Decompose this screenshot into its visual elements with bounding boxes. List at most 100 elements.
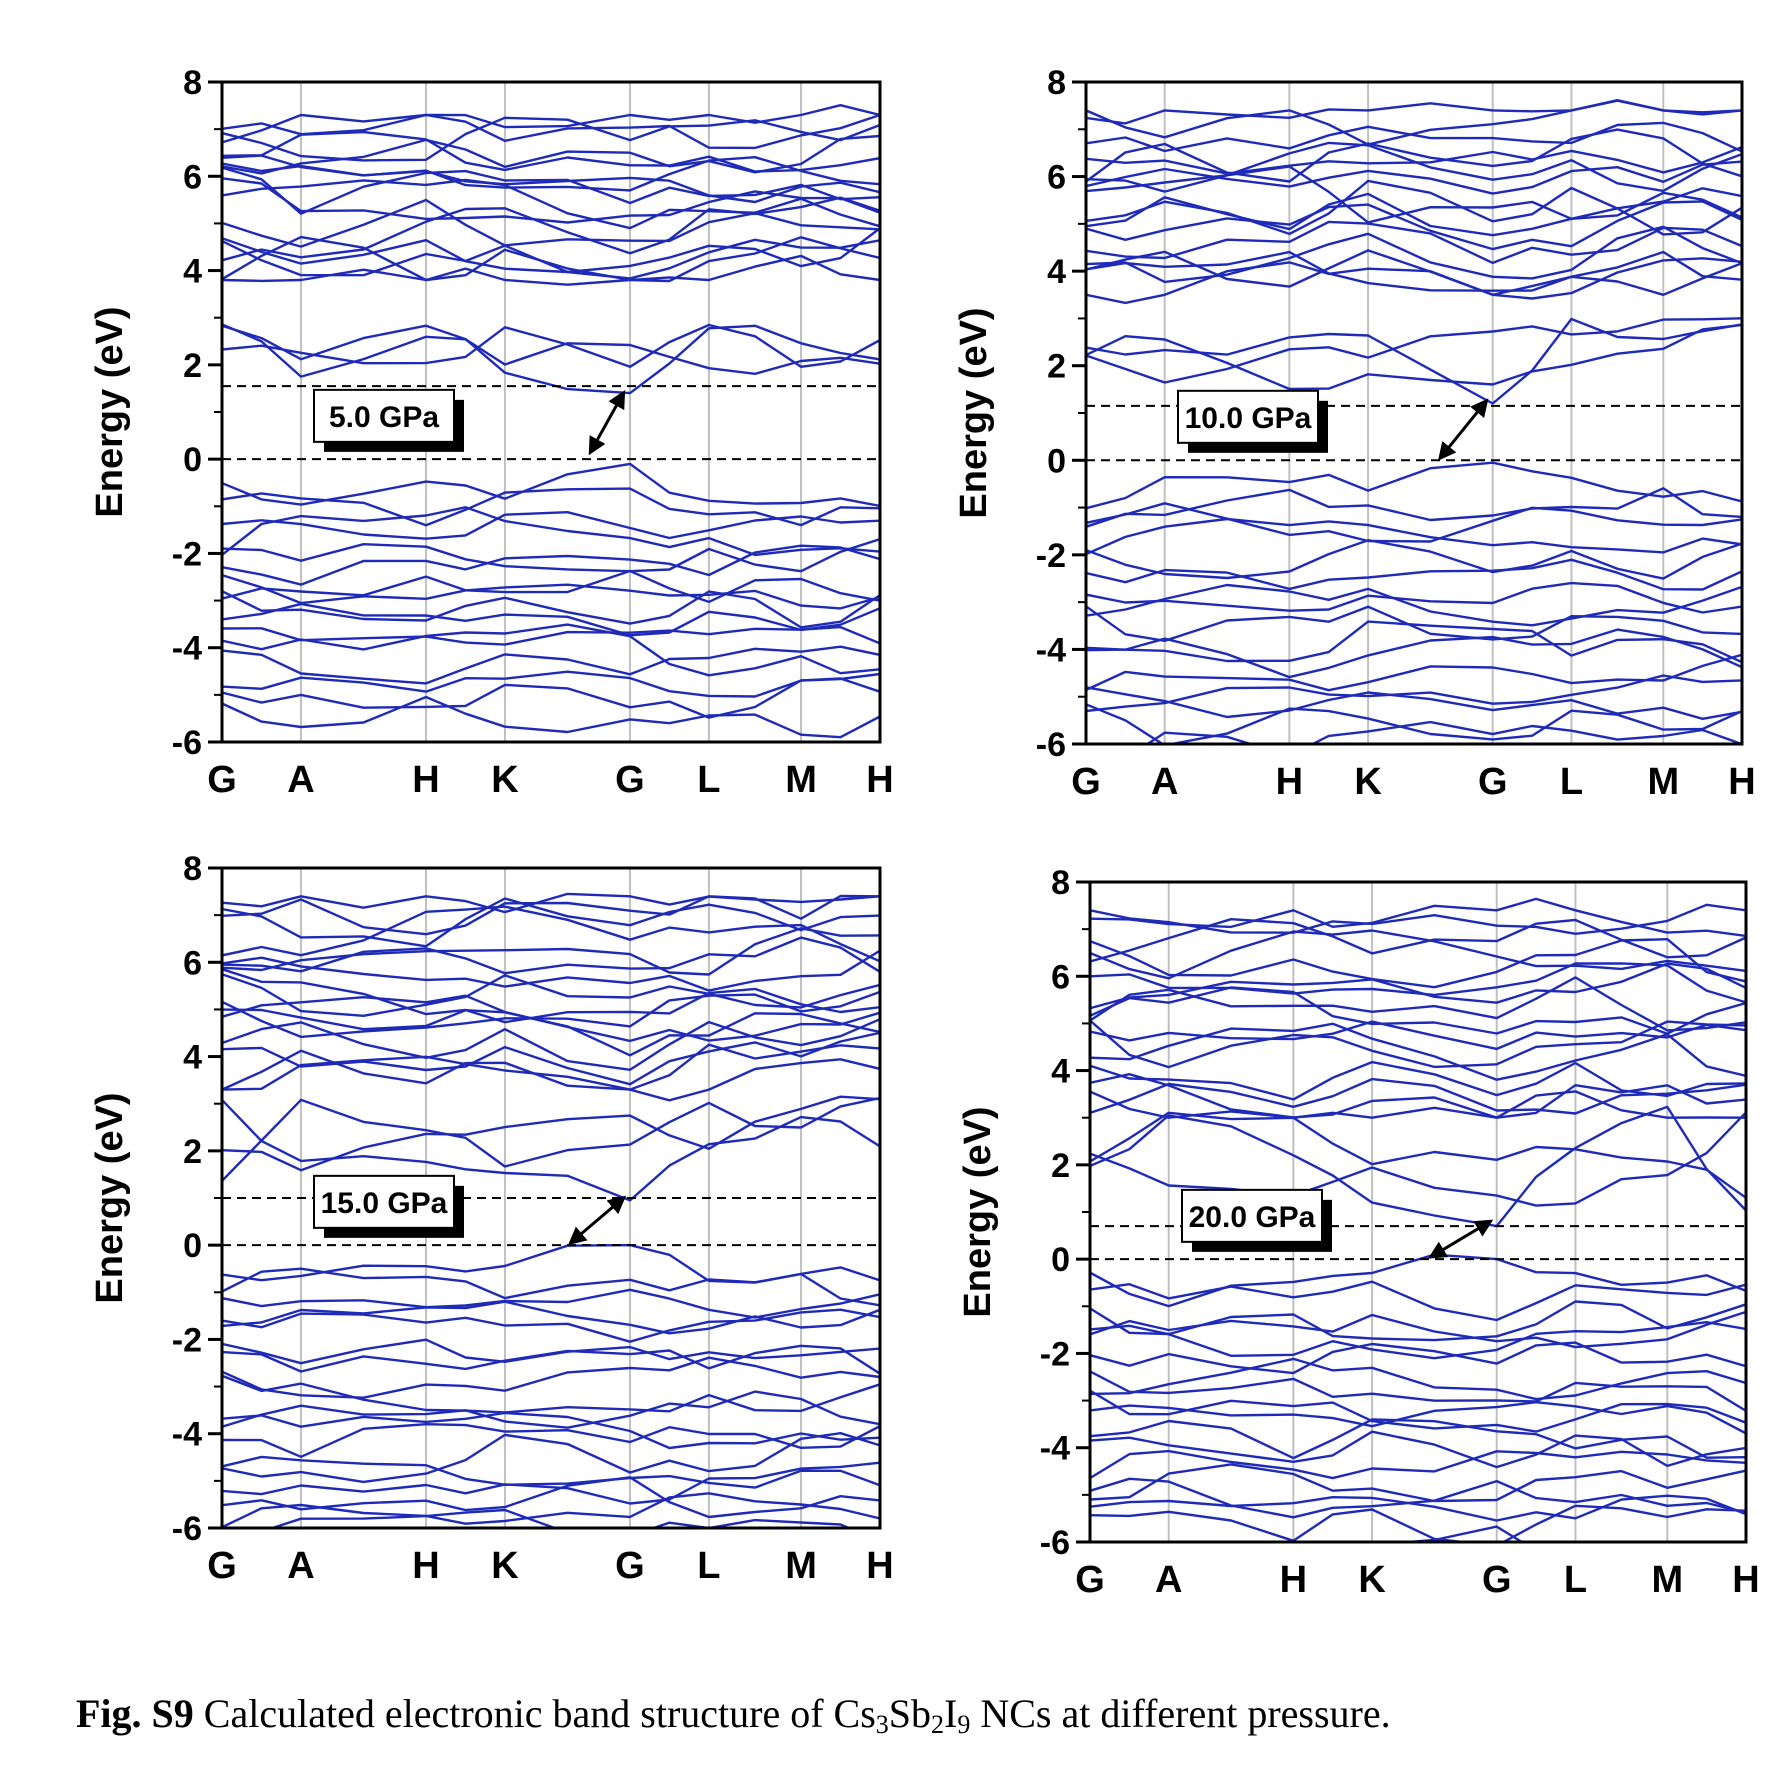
band-lines	[1090, 897, 1746, 1542]
valence-band	[1086, 517, 1742, 556]
valence-band	[1086, 487, 1742, 528]
valence-band	[1090, 1370, 1746, 1412]
kpoint-label: H	[1732, 1559, 1759, 1601]
conduction-band-high	[1086, 145, 1742, 175]
y-tick-label: -4	[1036, 631, 1066, 669]
kpoint-label: H	[412, 759, 439, 801]
pressure-label-box	[313, 388, 455, 443]
kpoint-label: G	[207, 759, 237, 801]
y-tick-label: 2	[183, 347, 202, 385]
chart-panel-4: 20.0 GPa -6 -4 -2 0 2 4 6 8 Energy (eV) G A H K G L M H	[957, 864, 1760, 1601]
conduction-band-high	[1090, 962, 1746, 1010]
caption-text-3: I	[944, 1691, 958, 1736]
y-tick-label: -6	[172, 1510, 202, 1548]
y-axis-title: Energy (eV)	[957, 1106, 999, 1317]
valence-band	[222, 1432, 880, 1484]
valence-band	[1086, 461, 1742, 510]
conduction-band-high	[222, 973, 880, 1017]
conduction-band-high	[1090, 938, 1746, 989]
y-tick-label: 4	[183, 253, 202, 291]
valence-band	[222, 537, 880, 573]
valence-band	[222, 506, 880, 557]
conduction-band-high	[222, 227, 880, 274]
pressure-label: 20.0 GPa	[1189, 1201, 1316, 1234]
y-tick-label: 8	[1051, 864, 1070, 902]
conduction-band-high	[222, 994, 880, 1043]
conduction-band-high	[1086, 160, 1742, 195]
valence-band	[1090, 1418, 1746, 1460]
conduction-band-high	[1086, 99, 1742, 125]
conduction-band-high	[1086, 179, 1742, 236]
valence-band	[1090, 1300, 1746, 1342]
valence-band	[222, 1308, 880, 1343]
valence-band	[222, 590, 880, 629]
conduction-band-high	[1086, 200, 1742, 251]
y-tick-label: 6	[183, 158, 202, 196]
conduction-band-high	[222, 178, 880, 230]
valence-band	[1086, 628, 1742, 679]
pressure-label: 10.0 GPa	[1185, 402, 1312, 435]
conduction-band-low	[222, 1099, 880, 1202]
y-tick-label: -2	[172, 1321, 202, 1359]
conduction-band-high	[222, 949, 880, 992]
kpoint-label: M	[785, 1545, 817, 1587]
valence-band	[222, 487, 880, 527]
conduction-band-high	[1090, 986, 1746, 1035]
conduction-band-high	[222, 177, 880, 224]
chart-panel-2: 10.0 GPa -6 -4 -2 0 2 4 6 8 Energy (eV) G A H K G L M H	[953, 64, 1756, 803]
conduction-band-high	[1090, 1090, 1746, 1119]
valence-band	[1086, 539, 1742, 580]
valence-band	[1086, 605, 1742, 642]
y-tick-label: 8	[183, 64, 202, 102]
y-tick-label: 8	[1047, 64, 1066, 102]
valence-band	[1090, 1341, 1746, 1375]
valence-band	[222, 1455, 880, 1489]
caption-text-2: Sb	[888, 1691, 932, 1736]
y-tick-label: 0	[183, 441, 202, 479]
valence-band	[222, 1411, 880, 1450]
valence-band	[1086, 581, 1742, 614]
valence-band	[222, 1267, 880, 1307]
valence-band	[1086, 703, 1742, 744]
valence-band	[222, 695, 880, 739]
pressure-label-box	[1181, 1188, 1323, 1243]
y-tick-label: 4	[1051, 1053, 1070, 1091]
valence-band	[1086, 583, 1742, 627]
valence-band	[1090, 1449, 1746, 1480]
conduction-band-high	[1086, 141, 1742, 193]
conduction-band-high	[1090, 1022, 1746, 1081]
kpoint-label: G	[1071, 761, 1101, 803]
kpoint-label: K	[491, 1545, 519, 1587]
band-gap-arrow	[588, 389, 626, 456]
valence-band	[1090, 1280, 1746, 1322]
valence-band	[222, 1461, 880, 1505]
y-tick-label: 8	[183, 850, 202, 888]
conduction-band-high	[1086, 187, 1742, 237]
y-tick-label: -6	[1036, 726, 1066, 764]
valence-band	[1090, 1321, 1746, 1360]
conduction-band-high	[1090, 1060, 1746, 1101]
conduction-band-low	[222, 1095, 880, 1172]
conduction-band-high	[1086, 220, 1742, 265]
kpoint-label: A	[287, 759, 314, 801]
kpoint-label: H	[1280, 1559, 1307, 1601]
conduction-band-high	[222, 134, 880, 175]
conduction-band-low	[222, 323, 880, 368]
caption-label: Fig. S9	[76, 1691, 194, 1736]
kpoint-label: G	[1482, 1559, 1512, 1601]
y-tick-label: 0	[183, 1227, 202, 1265]
conduction-band-high	[1086, 250, 1742, 292]
y-tick-label: 6	[1047, 159, 1066, 197]
kpoint-label: A	[287, 1545, 314, 1587]
kpoint-label: K	[1354, 761, 1382, 803]
kpoint-label: G	[615, 1545, 645, 1587]
valence-band	[222, 670, 880, 698]
kpoint-label: M	[1647, 761, 1679, 803]
pressure-label-box	[1177, 389, 1319, 444]
conduction-band-low	[1086, 317, 1742, 384]
valence-band	[222, 569, 880, 604]
conduction-band-high	[1086, 128, 1742, 183]
valence-band	[222, 1423, 880, 1458]
valence-band	[222, 1374, 880, 1414]
